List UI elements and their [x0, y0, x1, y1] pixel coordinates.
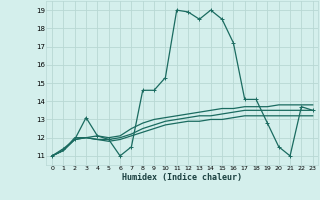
X-axis label: Humidex (Indice chaleur): Humidex (Indice chaleur): [123, 173, 243, 182]
